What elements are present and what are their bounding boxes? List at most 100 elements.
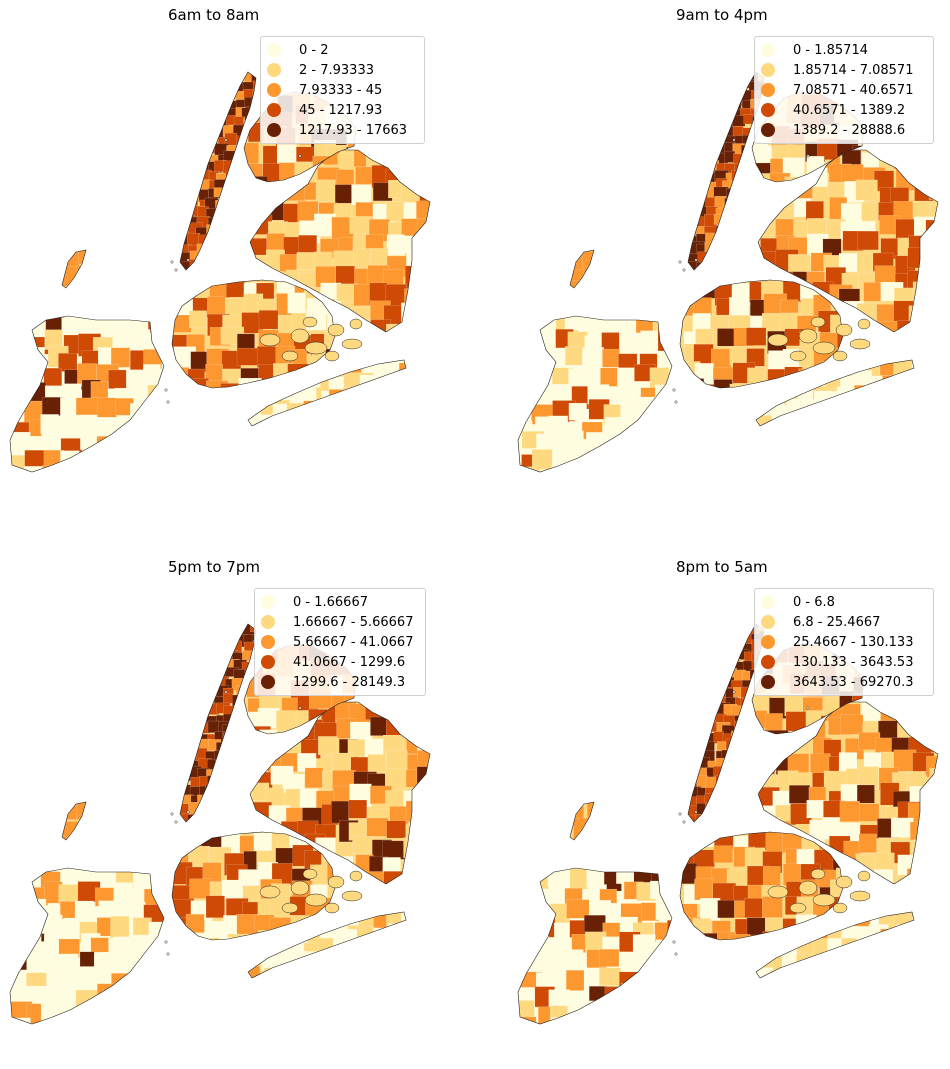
legend-label: 130.133 - 3643.53	[793, 654, 914, 670]
bay-island	[259, 333, 281, 347]
bay-island	[832, 350, 848, 362]
legend-item: 45 - 1217.93	[267, 100, 418, 120]
legend-item: 7.93333 - 45	[267, 80, 418, 100]
bay-island	[304, 341, 328, 355]
bay-island	[849, 890, 871, 902]
bay-island	[302, 316, 318, 328]
legend-swatch	[261, 655, 275, 669]
nyc-choropleth-map	[9, 623, 431, 1025]
legend-item: 2 - 7.93333	[267, 60, 418, 80]
legend-item: 7.08571 - 40.6571	[761, 80, 927, 100]
legend-item: 1299.6 - 28149.3	[261, 672, 419, 692]
legend-label: 1217.93 - 17663	[299, 122, 408, 138]
legend-item: 5.66667 - 41.0667	[261, 632, 419, 652]
legend-swatch	[761, 615, 775, 629]
legend-label: 1.66667 - 5.66667	[293, 614, 414, 630]
legend-item: 3643.53 - 69270.3	[761, 672, 927, 692]
panel-title: 9am to 4pm	[676, 6, 768, 24]
legend-swatch	[761, 43, 775, 57]
legend-label: 0 - 6.8	[793, 594, 835, 610]
bay-island	[812, 893, 836, 907]
legend-swatch	[761, 635, 775, 649]
legend-label: 0 - 1.85714	[793, 42, 868, 58]
legend-label: 40.6571 - 1389.2	[793, 102, 906, 118]
bay-island	[767, 885, 789, 899]
bay-island	[857, 318, 871, 330]
panel-title: 8pm to 5am	[676, 558, 768, 576]
legend-item: 41.0667 - 1299.6	[261, 652, 419, 672]
nyc-choropleth-map	[9, 71, 431, 473]
bay-island	[810, 868, 826, 880]
bay-island	[290, 328, 310, 344]
bay-island	[281, 902, 299, 914]
liberty-region	[570, 802, 594, 840]
panel-title: 6am to 8am	[168, 6, 260, 24]
bay-island	[327, 323, 345, 337]
liberty-region	[570, 250, 594, 288]
legend-item: 6.8 - 25.4667	[761, 612, 927, 632]
legend-item: 0 - 2	[267, 40, 418, 60]
legend: 0 - 2 2 - 7.93333 7.93333 - 45 45 - 1217…	[260, 36, 425, 144]
legend-label: 0 - 1.66667	[293, 594, 368, 610]
legend: 0 - 6.8 6.8 - 25.4667 25.4667 - 130.133 …	[754, 588, 934, 696]
bay-island	[812, 341, 836, 355]
map-panel-1: 6am to 8am 0 - 2 2 - 7.93333 7.93333 - 4…	[0, 0, 475, 517]
legend-swatch	[761, 123, 775, 137]
bay-island	[302, 868, 318, 880]
statenIsland-region	[518, 316, 672, 472]
legend-swatch	[267, 43, 281, 57]
legend: 0 - 1.85714 1.85714 - 7.08571 7.08571 - …	[754, 36, 934, 144]
bay-island	[810, 316, 826, 328]
legend-swatch	[761, 83, 775, 97]
legend-label: 7.93333 - 45	[299, 82, 383, 98]
bay-island	[798, 328, 818, 344]
bay-island	[324, 350, 340, 362]
legend-item: 0 - 1.66667	[261, 592, 419, 612]
panel-title: 5pm to 7pm	[168, 558, 260, 576]
legend: 0 - 1.66667 1.66667 - 5.66667 5.66667 - …	[254, 588, 426, 696]
bay-island	[849, 338, 871, 350]
bay-island	[835, 875, 853, 889]
bay-island	[857, 870, 871, 882]
legend-swatch	[261, 675, 275, 689]
legend-item: 40.6571 - 1389.2	[761, 100, 927, 120]
legend-swatch	[267, 83, 281, 97]
legend-label: 1.85714 - 7.08571	[793, 62, 914, 78]
legend-swatch	[267, 63, 281, 77]
bay-island	[349, 318, 363, 330]
statenIsland-region	[10, 316, 164, 472]
legend-swatch	[761, 655, 775, 669]
legend-item: 1217.93 - 17663	[267, 120, 418, 140]
bay-island	[259, 885, 281, 899]
legend-label: 5.66667 - 41.0667	[293, 634, 414, 650]
legend-label: 25.4667 - 130.133	[793, 634, 914, 650]
bay-island	[327, 875, 345, 889]
bay-island	[789, 902, 807, 914]
bay-island	[789, 350, 807, 362]
map-panel-2: 9am to 4pm 0 - 1.85714 1.85714 - 7.08571…	[508, 0, 950, 517]
legend-label: 41.0667 - 1299.6	[293, 654, 406, 670]
bay-island	[281, 350, 299, 362]
legend-label: 1389.2 - 28888.6	[793, 122, 906, 138]
bay-island	[349, 870, 363, 882]
legend-swatch	[267, 103, 281, 117]
legend-label: 3643.53 - 69270.3	[793, 674, 914, 690]
bay-island	[304, 893, 328, 907]
legend-swatch	[267, 123, 281, 137]
legend-item: 1389.2 - 28888.6	[761, 120, 927, 140]
bay-island	[767, 333, 789, 347]
legend-swatch	[261, 615, 275, 629]
legend-item: 0 - 6.8	[761, 592, 927, 612]
legend-swatch	[761, 675, 775, 689]
legend-label: 1299.6 - 28149.3	[293, 674, 406, 690]
bay-island	[341, 338, 363, 350]
legend-item: 130.133 - 3643.53	[761, 652, 927, 672]
legend-item: 25.4667 - 130.133	[761, 632, 927, 652]
legend-swatch	[761, 63, 775, 77]
map-panel-3: 5pm to 7pm 0 - 1.66667 1.66667 - 5.66667…	[0, 552, 475, 1069]
liberty-region	[62, 802, 86, 840]
bay-island	[835, 323, 853, 337]
legend-label: 6.8 - 25.4667	[793, 614, 881, 630]
legend-label: 2 - 7.93333	[299, 62, 374, 78]
bay-island	[798, 880, 818, 896]
